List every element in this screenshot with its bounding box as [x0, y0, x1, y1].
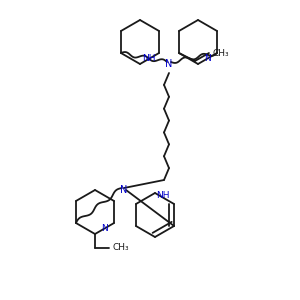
Text: CH₃: CH₃	[113, 244, 129, 253]
Text: CH₃: CH₃	[213, 49, 229, 58]
Text: N: N	[204, 54, 211, 63]
Text: NH: NH	[142, 54, 155, 63]
Text: N: N	[101, 224, 108, 233]
Text: NH: NH	[156, 191, 169, 200]
Text: N: N	[120, 185, 128, 195]
Text: N: N	[165, 59, 173, 69]
